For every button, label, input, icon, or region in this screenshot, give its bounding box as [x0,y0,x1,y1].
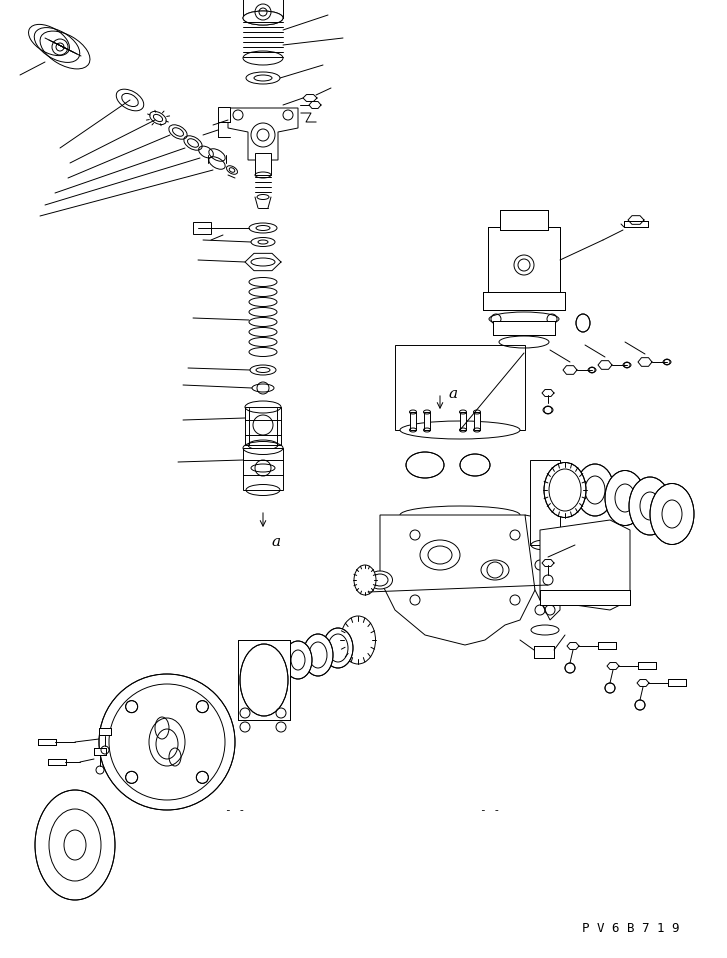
Bar [540,590,630,605]
Bar [483,292,565,310]
Ellipse shape [243,11,283,25]
Bar [493,321,555,335]
Bar [238,640,290,720]
Ellipse shape [354,565,376,595]
Ellipse shape [460,454,490,476]
Bar [460,412,466,430]
Text: P V 6 B 7 1 9: P V 6 B 7 1 9 [582,922,680,935]
Bar [94,748,106,755]
Ellipse shape [368,571,393,589]
Ellipse shape [576,314,590,332]
Ellipse shape [544,463,586,517]
Bar [218,107,230,122]
Ellipse shape [303,634,333,676]
Bar [534,646,554,658]
Circle shape [196,700,209,713]
Bar [410,412,416,430]
Bar [38,739,56,745]
Bar [483,292,565,310]
Bar [395,345,525,430]
Text: - -: - - [225,805,245,815]
Circle shape [99,674,235,810]
Bar [668,679,686,686]
Bar [598,642,616,649]
Ellipse shape [240,644,288,716]
Bar [534,646,554,658]
Ellipse shape [284,641,312,679]
Polygon shape [525,515,560,620]
Bar [668,679,686,686]
Ellipse shape [400,421,520,439]
Polygon shape [540,520,630,610]
Bar [500,210,548,230]
Ellipse shape [406,452,444,478]
Bar [243,0,283,18]
Circle shape [196,771,209,784]
Bar [638,662,656,669]
Bar [530,460,560,545]
Circle shape [126,700,137,713]
Ellipse shape [340,616,376,664]
Bar [488,227,560,295]
Bar [99,728,111,735]
Bar [255,153,271,175]
Bar [474,412,480,430]
Bar [488,227,560,295]
Ellipse shape [35,790,115,900]
Circle shape [565,663,575,673]
Ellipse shape [605,470,645,526]
Text: a: a [448,387,457,401]
Bar [500,210,548,230]
Bar [193,222,211,234]
Bar [638,662,656,669]
Bar [598,642,616,649]
Text: - -: - - [480,805,500,815]
Circle shape [635,700,645,710]
Bar [94,748,106,755]
Text: a: a [271,535,280,549]
Ellipse shape [650,484,694,544]
Bar [38,739,56,745]
Polygon shape [380,515,535,645]
Bar [243,448,283,490]
Bar [424,412,430,430]
Circle shape [126,771,137,784]
Bar [48,759,66,765]
Bar [624,221,648,227]
Bar [540,590,630,605]
Bar [99,728,111,735]
Ellipse shape [323,628,353,668]
Ellipse shape [576,464,614,516]
Bar [624,221,648,227]
Circle shape [605,683,615,693]
Bar [493,321,555,335]
Bar [48,759,66,765]
Polygon shape [228,108,298,160]
Ellipse shape [629,477,671,535]
Bar [238,640,290,720]
Bar [245,407,281,445]
